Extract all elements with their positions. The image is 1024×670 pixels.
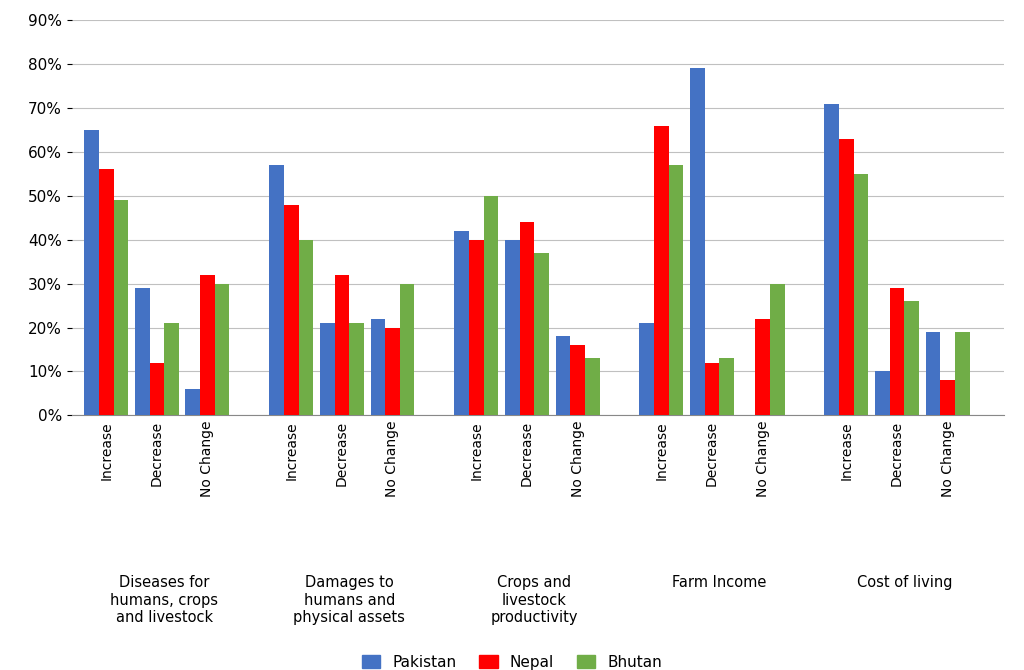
Bar bbox=[319, 323, 335, 415]
Bar bbox=[185, 389, 200, 415]
Text: Crops and
livestock
productivity: Crops and livestock productivity bbox=[490, 575, 578, 625]
Text: Cost of living: Cost of living bbox=[857, 575, 952, 590]
Bar bbox=[299, 240, 313, 415]
Bar bbox=[371, 319, 385, 415]
Bar bbox=[505, 240, 519, 415]
Bar bbox=[215, 283, 229, 415]
Bar bbox=[269, 165, 284, 415]
Bar bbox=[150, 362, 164, 415]
Bar bbox=[876, 371, 890, 415]
Bar bbox=[669, 165, 683, 415]
Legend: Pakistan, Nepal, Bhutan: Pakistan, Nepal, Bhutan bbox=[355, 649, 669, 670]
Bar bbox=[455, 231, 469, 415]
Bar bbox=[556, 336, 570, 415]
Bar bbox=[770, 283, 784, 415]
Bar bbox=[349, 323, 364, 415]
Bar bbox=[824, 104, 839, 415]
Bar bbox=[385, 328, 399, 415]
Bar bbox=[839, 139, 854, 415]
Bar bbox=[519, 222, 535, 415]
Bar bbox=[84, 130, 99, 415]
Bar bbox=[483, 196, 499, 415]
Bar bbox=[570, 345, 585, 415]
Bar bbox=[719, 358, 734, 415]
Bar bbox=[99, 170, 114, 415]
Bar bbox=[705, 362, 719, 415]
Bar bbox=[284, 204, 299, 415]
Text: Diseases for
humans, crops
and livestock: Diseases for humans, crops and livestock bbox=[111, 575, 218, 625]
Bar bbox=[904, 302, 919, 415]
Bar bbox=[399, 283, 415, 415]
Bar bbox=[690, 68, 705, 415]
Bar bbox=[114, 200, 128, 415]
Text: Damages to
humans and
physical assets: Damages to humans and physical assets bbox=[293, 575, 406, 625]
Bar bbox=[585, 358, 599, 415]
Bar bbox=[940, 381, 955, 415]
Bar bbox=[200, 275, 215, 415]
Text: Farm Income: Farm Income bbox=[672, 575, 767, 590]
Bar bbox=[135, 288, 150, 415]
Bar bbox=[535, 253, 549, 415]
Bar bbox=[654, 125, 669, 415]
Bar bbox=[854, 174, 868, 415]
Bar bbox=[639, 323, 654, 415]
Bar bbox=[756, 319, 770, 415]
Bar bbox=[926, 332, 940, 415]
Bar bbox=[164, 323, 179, 415]
Bar bbox=[335, 275, 349, 415]
Bar bbox=[955, 332, 970, 415]
Bar bbox=[469, 240, 483, 415]
Bar bbox=[890, 288, 904, 415]
